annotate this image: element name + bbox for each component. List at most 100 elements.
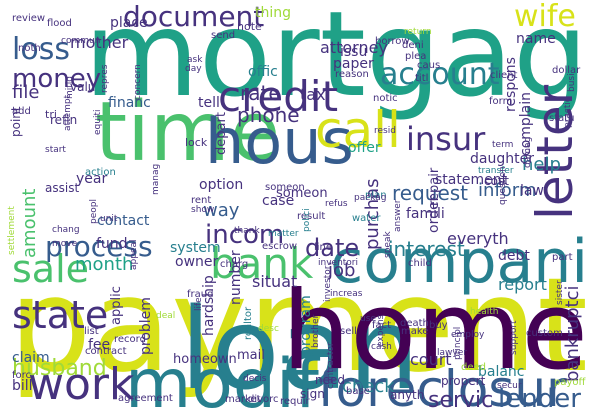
word-peopl-131: peopl: [89, 199, 99, 224]
word-statu-143: statu: [549, 113, 575, 124]
word-support-189: support: [509, 320, 519, 355]
word-repair-72: repair: [427, 167, 442, 206]
word-debt-73: debt: [498, 248, 530, 264]
word-homeown-89: homeown: [173, 352, 237, 367]
word-help-40: help: [522, 154, 561, 175]
word-complain-67: complain: [518, 92, 534, 156]
word-law-53: law: [520, 183, 544, 199]
word-contact-48: contact: [97, 213, 150, 229]
word-rate-36: rate: [240, 81, 281, 105]
word-system-80: system: [170, 240, 221, 256]
word-concern-170: concern: [133, 64, 143, 100]
word-sell-102: sell: [340, 326, 357, 337]
word-move-130: move: [52, 239, 78, 249]
word-tri-94: tri: [45, 108, 57, 121]
word-propert-98: propert: [441, 374, 486, 388]
word-time-4: time: [95, 85, 280, 180]
word-option-81: option: [199, 177, 243, 193]
word-program-62: program: [298, 295, 314, 355]
word-question-141: question: [498, 166, 508, 205]
word-check-26: check: [342, 376, 395, 397]
word-place-90: place: [110, 15, 148, 31]
word-job-42: job: [327, 260, 355, 281]
word-foreclosur-8: foreclosur: [318, 360, 567, 417]
word-balanc-57: balanc: [478, 364, 525, 380]
word-flood-160: flood: [47, 18, 72, 29]
word-note-91: note: [237, 20, 262, 33]
word-request-31: request: [392, 181, 468, 205]
word-equiti-169: equiti: [93, 110, 103, 135]
word-thing-84: thing: [255, 5, 291, 21]
word-credit-11: credit: [218, 72, 338, 121]
word-mortgag-1: mortgag: [84, 0, 588, 123]
word-paper-83: paper: [333, 56, 374, 72]
word-attorney-49: attorney: [320, 38, 388, 57]
word-amount-33: amount: [19, 189, 40, 258]
word-need-95: need: [315, 373, 345, 387]
word-agreement-109: agreement: [118, 393, 173, 404]
word-name-52: name: [516, 31, 556, 47]
word-date-28: date: [305, 234, 359, 262]
word-list-188: list: [84, 326, 99, 337]
word-home-3: home: [282, 269, 588, 394]
word-chang-129: chang: [52, 225, 80, 235]
word-employ-183: employ: [451, 330, 485, 340]
word-start-166: start: [45, 145, 66, 155]
word-sale-14: sale: [12, 247, 89, 291]
word-order-71: order: [426, 195, 442, 233]
word-requir-112: requir: [280, 396, 311, 407]
word-settlement-178: settlement: [7, 206, 17, 255]
word-client-145: client: [490, 70, 518, 81]
word-sister-157: sister: [555, 280, 565, 305]
word-refus-125: refus: [325, 199, 348, 209]
word-contractor-185: contractor: [326, 342, 336, 389]
word-charg-106: charg: [220, 259, 248, 270]
word-secur-190: secur: [497, 381, 522, 391]
word-assist-70: assist: [45, 181, 79, 195]
word-phone-30: phone: [237, 103, 300, 127]
word-make-99: make: [401, 326, 428, 337]
word-bill-59: bill: [12, 378, 33, 394]
word-tax-37: tax: [300, 85, 326, 104]
word-ask-171: ask: [187, 55, 203, 65]
word-base-113: base: [346, 386, 370, 397]
word-manag-173: manag: [151, 164, 161, 195]
word-dollar-156: dollar: [552, 65, 581, 76]
word-insur-22: insur: [406, 120, 486, 158]
word-way-38: way: [203, 200, 240, 221]
word-result-124: result: [297, 211, 325, 222]
word-process-16: process: [45, 230, 153, 263]
word-issu-51: issu: [340, 44, 367, 60]
word-speak-136: speak: [383, 231, 393, 258]
word-return-153: return: [404, 27, 432, 37]
word-plea-151: plea: [405, 51, 426, 62]
word-forc-116: forc: [12, 370, 31, 381]
word-valu-74: valu: [70, 80, 95, 94]
word-letter-9: letter: [526, 84, 584, 220]
word-reason-150: reason: [335, 69, 369, 80]
word-financ-46: financ: [108, 95, 151, 111]
word-busi-147: busi: [567, 73, 577, 92]
word-matter-175: matter: [268, 229, 299, 239]
word-statement-75: statement: [435, 172, 508, 188]
word-resid-138: resid: [374, 126, 396, 136]
word-tell-47: tell: [198, 95, 220, 111]
word-polici-135: polici: [302, 208, 312, 232]
word-work-12: work: [28, 359, 135, 410]
word-commun-161: commun: [61, 36, 100, 46]
word-applic-68: applic: [109, 286, 124, 325]
word-point-93: point: [9, 106, 23, 137]
word-water-123: water: [352, 213, 381, 224]
word-claim-58: claim: [12, 350, 50, 366]
word-wife-19: wife: [514, 0, 576, 34]
word-case-77: case: [262, 193, 294, 209]
word-bank-13: bank: [210, 239, 314, 288]
word-respons-82: respons: [503, 57, 519, 112]
word-practic-146: practic: [563, 97, 573, 128]
word-send-163: send: [211, 30, 235, 41]
word-interest-29: interest: [388, 237, 465, 261]
word-decis-187: decis: [243, 374, 267, 384]
word-increas-119: increas: [330, 289, 363, 299]
